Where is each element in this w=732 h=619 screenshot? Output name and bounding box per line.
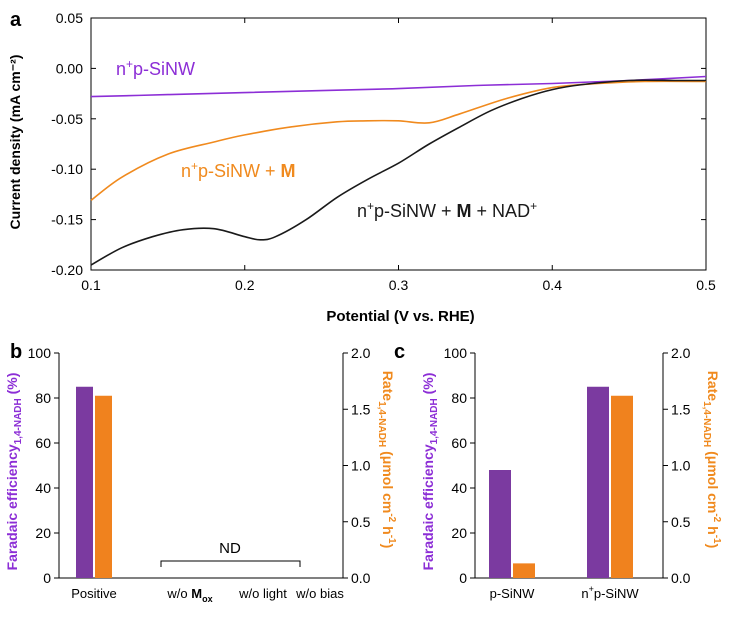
series-label-np-sinw: n+p-SiNW (116, 57, 195, 79)
category-label: w/o Mox (166, 586, 212, 604)
series-label-np-sinw-m-nad: n+p-SiNW + M + NAD+ (357, 199, 537, 221)
panel-label-b: b (10, 341, 22, 363)
y-tick-label: 0.05 (56, 10, 83, 26)
left-axis-label: Faradaic efficiency1,4-NADH (%) (4, 373, 24, 571)
series-line-np-sinw-m (90, 80, 707, 202)
y-tick-label: 0.00 (56, 60, 83, 76)
x-tick-label: 0.1 (81, 277, 101, 293)
right-tick-label: 1.0 (671, 458, 691, 474)
left-axis-label: Faradaic efficiency1,4-NADH (%) (420, 373, 440, 571)
right-tick-label: 1.5 (351, 401, 371, 417)
right-tick-label: 0.5 (351, 514, 371, 530)
category-label: w/o light (238, 586, 287, 601)
y-tick-label: -0.20 (51, 262, 83, 278)
left-tick-label: 40 (451, 480, 467, 496)
left-tick-label: 60 (35, 435, 51, 451)
category-label: p-SiNW (490, 586, 536, 601)
panel-label-a: a (10, 9, 22, 31)
right-axis-label: Rate1,4-NADH (μmol cm-2 h-1) (376, 371, 397, 549)
right-tick-label: 2.0 (351, 345, 371, 361)
nd-bracket (160, 560, 301, 567)
panel-b-bar-chart: 0 20 40 60 80 100 0.0 0.5 1.0 1.5 2.0 Positive w/o M… (4, 345, 397, 604)
left-tick-label: 20 (451, 525, 467, 541)
bar-faradaic-efficiency (587, 386, 609, 578)
left-tick-label: 0 (459, 570, 467, 586)
category-label: w/o bias (295, 586, 344, 601)
right-tick-label: 2.0 (671, 345, 691, 361)
x-tick-label: 0.5 (696, 277, 716, 293)
right-tick-label: 0.0 (351, 570, 371, 586)
right-tick-label: 1.5 (671, 401, 691, 417)
series-line-np-sinw-m-nad (90, 79, 706, 266)
y-tick-label: -0.10 (51, 161, 83, 177)
category-label: n+p-SiNW (581, 584, 639, 601)
bar-rate (95, 395, 112, 578)
nd-annotation: ND (219, 540, 241, 557)
bar-faradaic-efficiency (489, 470, 511, 578)
series-line-np-sinw (90, 75, 707, 98)
left-tick-label: 60 (451, 435, 467, 451)
panel-c-bar-chart: 0 20 40 60 80 100 0.0 0.5 1.0 1.5 2.0 p-SiNW n+p-SiN… (420, 345, 722, 601)
category-label: Positive (71, 586, 117, 601)
x-tick-label: 0.4 (543, 277, 563, 293)
y-tick-label: -0.05 (51, 111, 83, 127)
y-axis-label: Current density (mA cm⁻²) (7, 55, 23, 230)
panel-a-line-chart: 0.1 0.2 0.3 0.4 0.5 -0.20 -0.15 -0.10 -0.05 0.00 0… (7, 10, 716, 325)
left-tick-label: 100 (28, 345, 52, 361)
right-tick-label: 1.0 (351, 458, 371, 474)
series-label-np-sinw-m: n+p-SiNW + M (181, 159, 296, 181)
left-tick-label: 20 (35, 525, 51, 541)
left-tick-label: 40 (35, 480, 51, 496)
y-tick-label: -0.15 (51, 212, 83, 228)
bar-rate (611, 395, 633, 578)
x-tick-label: 0.2 (235, 277, 255, 293)
right-axis-label: Rate1,4-NADH (μmol cm-2 h-1) (701, 371, 722, 549)
left-tick-label: 100 (444, 345, 468, 361)
x-axis-label: Potential (V vs. RHE) (326, 308, 474, 325)
bar-faradaic-efficiency (76, 386, 93, 578)
right-tick-label: 0.5 (671, 514, 691, 530)
left-tick-label: 80 (451, 390, 467, 406)
left-tick-label: 0 (43, 570, 51, 586)
left-tick-label: 80 (35, 390, 51, 406)
panel-label-c: c (394, 341, 405, 363)
panel-a-frame (90, 17, 707, 271)
x-tick-label: 0.3 (389, 277, 409, 293)
right-tick-label: 0.0 (671, 570, 691, 586)
bar-rate (513, 563, 535, 578)
